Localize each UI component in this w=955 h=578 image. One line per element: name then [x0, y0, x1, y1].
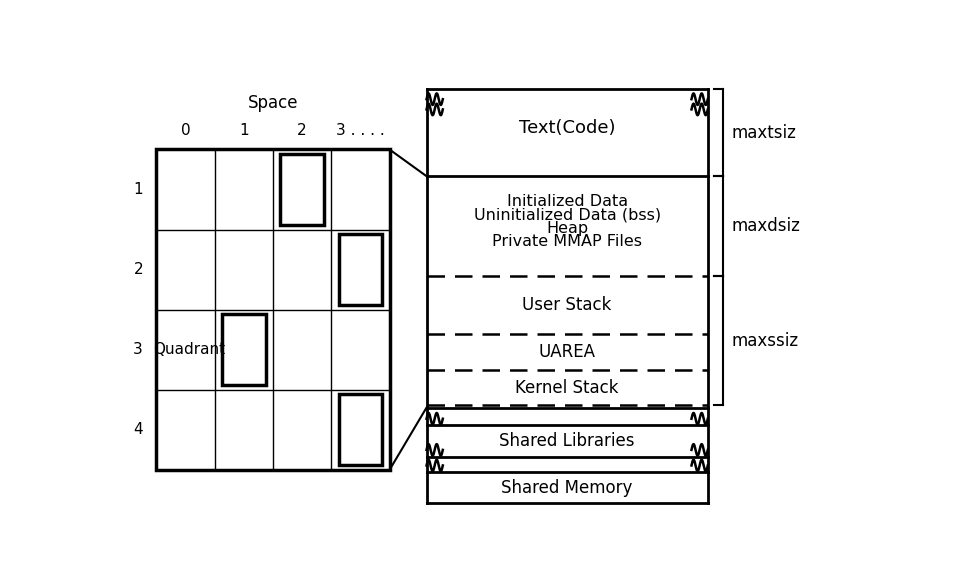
Bar	[157, 150, 390, 470]
Text: Space: Space	[247, 94, 298, 112]
Bar	[339, 394, 382, 465]
Text: Private MMAP Files: Private MMAP Files	[492, 234, 642, 249]
Text: 4: 4	[134, 423, 143, 438]
Text: maxssiz: maxssiz	[732, 332, 798, 350]
Text: UAREA: UAREA	[539, 343, 596, 361]
Bar	[223, 314, 265, 386]
Text: Uninitialized Data (bss): Uninitialized Data (bss)	[474, 208, 661, 223]
Text: Initialized Data: Initialized Data	[506, 194, 627, 209]
Text: 0: 0	[180, 123, 190, 138]
Text: 1: 1	[134, 182, 143, 197]
Text: Shared Memory: Shared Memory	[501, 479, 633, 497]
Text: Heap: Heap	[546, 221, 588, 236]
Text: 1: 1	[239, 123, 248, 138]
Bar	[281, 154, 324, 225]
Text: User Stack: User Stack	[522, 297, 612, 314]
Text: 2: 2	[297, 123, 307, 138]
Text: maxdsiz: maxdsiz	[732, 217, 800, 235]
Bar	[339, 234, 382, 305]
Text: Text(Code): Text(Code)	[519, 119, 615, 138]
Text: 2: 2	[134, 262, 143, 277]
Text: Kernel Stack: Kernel Stack	[516, 379, 619, 397]
Text: maxtsiz: maxtsiz	[732, 124, 796, 142]
Text: 3: 3	[134, 342, 143, 357]
Text: Shared Libraries: Shared Libraries	[499, 432, 635, 450]
Text: 3 . . . .: 3 . . . .	[336, 123, 385, 138]
Text: Quadrant: Quadrant	[153, 342, 224, 357]
